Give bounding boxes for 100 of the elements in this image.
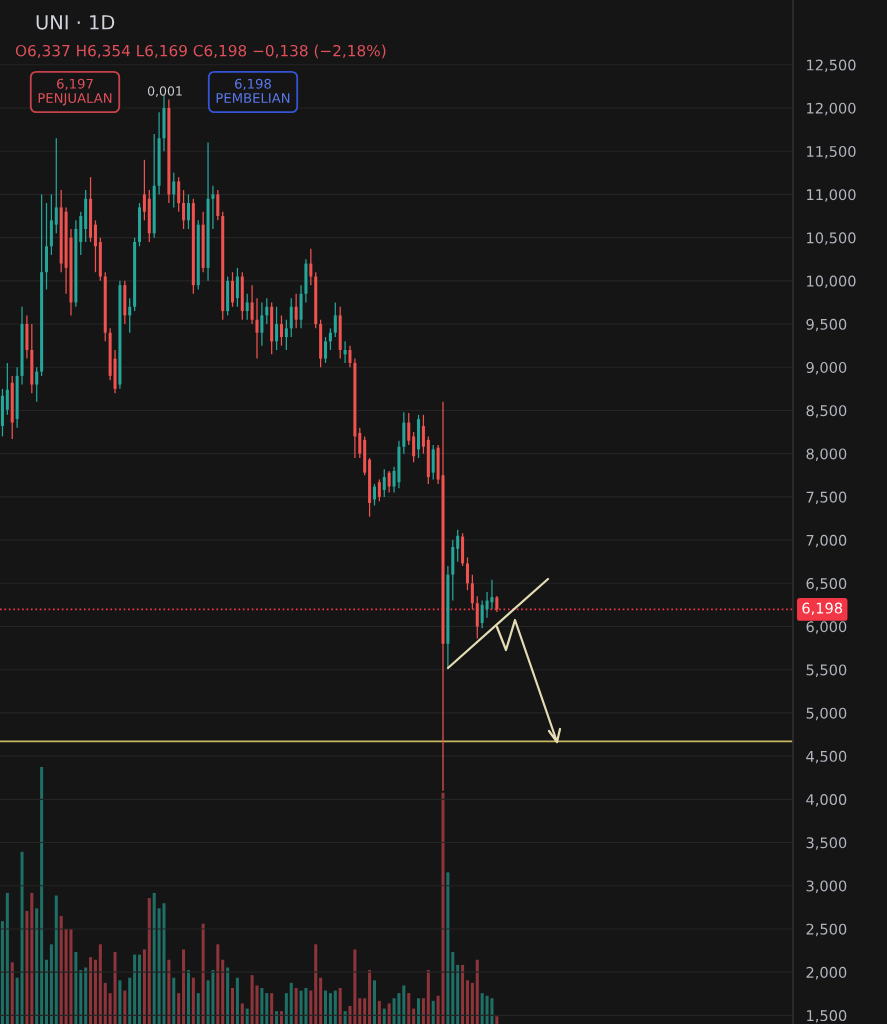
bar: [338, 988, 342, 1024]
candlestick: [328, 327, 332, 351]
candlestick: [456, 529, 460, 563]
candlestick: [275, 306, 279, 351]
bar: [221, 959, 225, 1024]
candlestick: [265, 297, 269, 325]
y-tick-label: 6,500: [806, 578, 847, 591]
y-tick-label: 10,000: [807, 275, 856, 289]
ref-line-label: 6,198: [802, 602, 843, 616]
candlestick: [186, 193, 190, 230]
candlestick: [333, 301, 337, 338]
y-tick-label: 4,000: [806, 794, 847, 807]
bar: [231, 988, 235, 1024]
bar: [133, 954, 137, 1024]
bar: [475, 959, 479, 1024]
candlestick: [177, 176, 181, 213]
bar: [211, 970, 215, 1024]
candlestick: [372, 483, 376, 507]
bar: [372, 980, 376, 1024]
bar: [108, 993, 112, 1024]
bar: [54, 895, 58, 1024]
y-tick-label: 11,000: [807, 189, 856, 202]
candlestick: [182, 189, 186, 230]
candlestick: [128, 297, 132, 334]
bar: [289, 982, 293, 1024]
bar: [465, 980, 469, 1024]
bar: [387, 1003, 391, 1024]
y-tick-label: 2,000: [806, 966, 847, 980]
candlestick: [250, 284, 254, 325]
bar: [451, 952, 455, 1024]
y-tick-label: 4,500: [806, 750, 847, 764]
bar: [402, 985, 406, 1024]
bar: [275, 1011, 279, 1024]
bar: [485, 995, 489, 1024]
candlestick: [485, 591, 489, 619]
bar: [299, 990, 303, 1024]
y-tick-label: 10,500: [807, 232, 856, 245]
candlestick: [407, 412, 411, 446]
bar: [93, 959, 97, 1024]
bar: [30, 892, 34, 1024]
bar: [191, 977, 195, 1024]
bar: [20, 851, 24, 1024]
y-tick-label: 12,000: [807, 102, 856, 116]
bar: [314, 944, 318, 1024]
bar: [304, 988, 308, 1024]
bar: [74, 952, 78, 1024]
bar: [333, 990, 337, 1024]
bar: [177, 993, 181, 1024]
y-tick-label: 5,500: [806, 664, 847, 677]
annotation: 6,197 PENJUALAN: [38, 78, 112, 106]
bar: [324, 990, 328, 1024]
bar: [118, 980, 122, 1024]
candlestick: [260, 301, 264, 347]
bar: [461, 964, 465, 1024]
candlestick: [431, 444, 435, 481]
candlestick: [35, 366, 39, 403]
y-tick-label: 5,000: [806, 707, 847, 721]
candlestick: [348, 345, 352, 368]
bar: [40, 766, 44, 1024]
candlestick: [216, 189, 220, 221]
bar: [49, 944, 53, 1024]
bar: [426, 970, 430, 1024]
candlestick: [343, 340, 347, 364]
bar: [377, 1000, 381, 1024]
annotation: 6,198 PEMBELIAN: [216, 78, 290, 103]
bar: [113, 952, 117, 1024]
y-tick-label: 9,500: [806, 318, 847, 332]
bar: [235, 977, 239, 1024]
bar: [128, 977, 132, 1024]
bar: [98, 944, 102, 1024]
bar: [368, 970, 372, 1024]
bar: [123, 990, 127, 1024]
bar: [162, 903, 166, 1024]
bar: [407, 993, 411, 1024]
bar: [69, 928, 73, 1024]
bar: [490, 998, 494, 1024]
candlestick: [93, 219, 97, 273]
y-tick-label: 1,500: [807, 1010, 847, 1023]
bar: [417, 998, 421, 1024]
candlestick: [490, 579, 494, 610]
bar: [397, 993, 401, 1024]
bar: [260, 988, 264, 1024]
candlestick: [324, 336, 328, 364]
bar: [59, 916, 63, 1024]
candlestick: [377, 478, 381, 502]
bar: [152, 892, 156, 1024]
y-tick-label: 12,500: [807, 59, 856, 73]
bar: [470, 982, 474, 1024]
bar: [309, 990, 313, 1024]
bar: [5, 892, 9, 1024]
candlestick: [245, 293, 249, 321]
bar: [15, 977, 19, 1024]
y-tick-label: 2,500: [806, 923, 847, 937]
candlestick: [412, 431, 416, 463]
candlestick: [172, 172, 176, 209]
candlestick: [465, 556, 469, 591]
y-tick-label: 8,500: [806, 405, 847, 418]
y-tick-label: 9,000: [806, 361, 847, 375]
candlestick: [235, 267, 239, 308]
candlestick: [470, 574, 474, 610]
